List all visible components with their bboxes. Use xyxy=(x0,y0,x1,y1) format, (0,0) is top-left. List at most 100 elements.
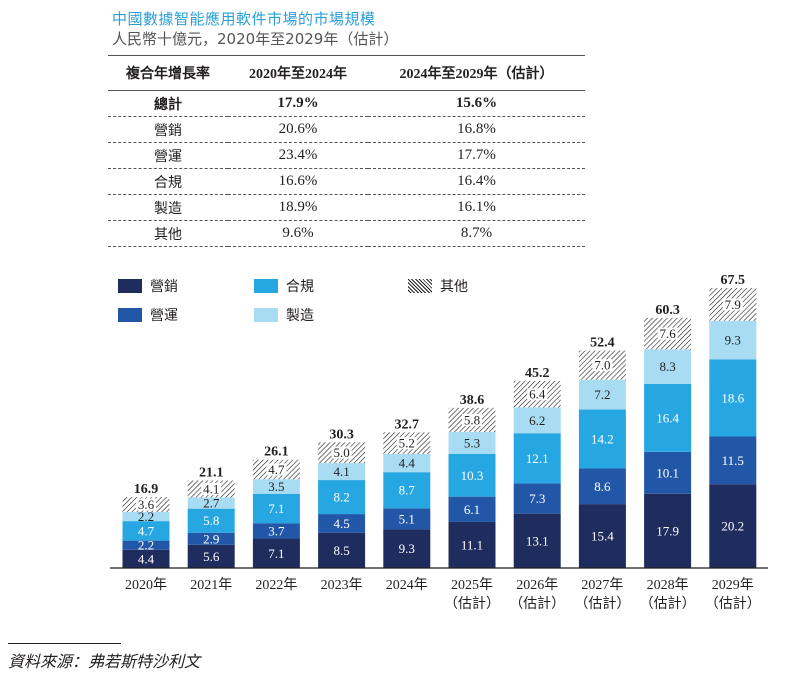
cagr-row-total: 總計 17.9% 15.6% xyxy=(108,91,585,117)
segment-value-label: 11.1 xyxy=(461,537,483,552)
chart-legend: 營銷 營運 合規 製造 其他 xyxy=(118,272,538,332)
legend-item-operations: 營運 xyxy=(118,305,178,325)
segment-value-label: 7.0 xyxy=(594,358,610,373)
segment-value-label: 5.8 xyxy=(203,513,219,528)
bar-total-label: 52.4 xyxy=(590,336,615,351)
cagr-header-period1: 2020年至2024年 xyxy=(249,67,347,82)
segment-value-label: 20.2 xyxy=(721,519,744,534)
bar-segment-manufacturing xyxy=(578,379,626,410)
legend-swatch xyxy=(118,308,142,322)
bar-group-0: 4.42.24.72.23.616.9 xyxy=(122,482,170,568)
cagr-row-label: 合規 xyxy=(154,174,182,191)
label-backdrop xyxy=(396,437,417,450)
bar-segment-compliance xyxy=(187,508,235,533)
bar-segment-marketing xyxy=(383,529,431,568)
segment-value-label: 4.4 xyxy=(138,551,155,566)
x-tick-sublabel: （估計） xyxy=(705,596,761,612)
label-backdrop xyxy=(592,359,613,372)
source-note: 資料來源：弗若斯特沙利文 xyxy=(8,652,201,671)
segment-value-label: 2.7 xyxy=(203,496,220,511)
bar-segment-operations xyxy=(709,436,757,485)
segment-value-label: 17.9 xyxy=(656,523,679,538)
label-backdrop xyxy=(201,482,222,495)
segment-value-label: 5.2 xyxy=(399,436,415,451)
legend-label: 營銷 xyxy=(150,279,178,295)
cagr-row-value2: 15.6% xyxy=(455,95,498,111)
x-tick-label: 2027年 xyxy=(581,577,623,593)
legend-swatch xyxy=(254,308,278,322)
segment-value-label: 10.3 xyxy=(461,468,484,483)
bar-segment-compliance xyxy=(709,359,757,437)
bar-segment-marketing xyxy=(252,538,300,568)
cagr-row-marketing: 營銷 20.6% 16.8% xyxy=(108,117,585,143)
bar-total-label: 30.3 xyxy=(329,427,354,442)
segment-value-label: 5.3 xyxy=(464,435,480,450)
segment-value-label: 8.5 xyxy=(333,543,349,558)
cagr-header-label: 複合年增長率 xyxy=(126,67,210,82)
bar-segment-operations xyxy=(644,451,692,494)
bar-segment-marketing xyxy=(578,504,626,568)
chart-title: 中國數據智能應用軟件市場的市場規模 xyxy=(112,10,376,28)
segment-value-label: 5.8 xyxy=(464,412,480,427)
cagr-row-label: 製造 xyxy=(154,200,182,217)
legend-item-manufacturing: 製造 xyxy=(254,305,314,325)
segment-value-label: 4.5 xyxy=(333,516,349,531)
bar-group-8: 17.9 10.1 16.4 8.3 7.6 60.3 xyxy=(644,303,692,568)
cagr-row-operations: 營運 23.4% 17.7% xyxy=(108,143,585,169)
cagr-table: 複合年增長率 2020年至2024年 2024年至2029年（估計） 總計 17… xyxy=(108,55,585,247)
segment-value-label: 7.1 xyxy=(268,546,284,561)
cagr-row-compliance: 合規 16.6% 16.4% xyxy=(108,169,585,195)
bar-segment-compliance xyxy=(318,480,366,515)
legend-swatch xyxy=(118,279,142,293)
bar-segment-manufacturing xyxy=(644,349,692,384)
bar-total-label: 45.2 xyxy=(525,366,550,381)
bar-segment-marketing xyxy=(187,544,235,568)
segment-value-label: 14.2 xyxy=(591,431,614,446)
segment-value-label: 13.1 xyxy=(526,533,549,548)
bar-segment-operations xyxy=(252,523,300,539)
x-tick-label: 2028年 xyxy=(647,577,689,593)
bar-total-label: 67.5 xyxy=(721,273,746,288)
segment-value-label: 4.7 xyxy=(268,462,285,477)
label-backdrop xyxy=(462,413,482,426)
segment-value-label: 8.2 xyxy=(333,490,349,505)
cagr-row-label: 營銷 xyxy=(154,122,182,139)
bar-total-label: 16.9 xyxy=(134,482,159,497)
x-tick-sublabel: （估計） xyxy=(574,596,630,612)
cagr-row-label: 其他 xyxy=(154,226,182,243)
segment-value-label: 9.3 xyxy=(725,333,741,348)
segment-value-label: 3.5 xyxy=(268,479,284,494)
bar-segment-manufacturing xyxy=(122,512,170,522)
segment-value-label: 18.6 xyxy=(721,390,744,405)
cagr-row-label: 營運 xyxy=(154,148,182,165)
bar-segment-marketing xyxy=(644,493,692,568)
x-tick-label: 2029年 xyxy=(712,577,754,593)
bar-total-label: 60.3 xyxy=(655,303,680,318)
segment-value-label: 8.6 xyxy=(594,479,611,494)
cagr-row-value2: 16.4% xyxy=(457,173,496,189)
cagr-row-others: 其他 9.6% 8.7% xyxy=(108,221,585,247)
cagr-row-label: 總計 xyxy=(154,96,182,113)
x-tick-sublabel: （估計） xyxy=(640,596,696,612)
segment-value-label: 2.9 xyxy=(203,531,219,546)
bar-segment-operations xyxy=(122,540,170,550)
segment-value-label: 7.3 xyxy=(529,491,545,506)
x-tick-label: 2024年 xyxy=(386,577,428,593)
legend-swatch-hatched xyxy=(408,279,432,293)
segment-value-label: 2.2 xyxy=(138,538,154,553)
segment-value-label: 6.1 xyxy=(464,502,480,517)
cagr-row-value2: 8.7% xyxy=(460,225,493,241)
segment-value-label: 16.4 xyxy=(656,410,679,425)
bar-segment-manufacturing xyxy=(513,407,561,434)
bar-segment-operations xyxy=(448,496,496,522)
label-backdrop xyxy=(527,388,548,401)
legend-item-compliance: 合規 xyxy=(254,276,314,296)
segment-value-label: 2.2 xyxy=(138,509,154,524)
bar-segment-operations xyxy=(318,514,366,533)
x-tick-label: 2025年 xyxy=(451,577,493,593)
bar-group-9: 20.2 11.5 18.6 9.3 7.9 67.5 xyxy=(709,273,757,568)
cagr-row-value1: 16.6% xyxy=(278,173,318,189)
segment-value-label: 4.7 xyxy=(138,523,155,538)
chart-subtitle: 人民幣十億元，2020年至2029年（估計） xyxy=(112,30,399,48)
segment-value-label: 5.1 xyxy=(399,511,415,526)
